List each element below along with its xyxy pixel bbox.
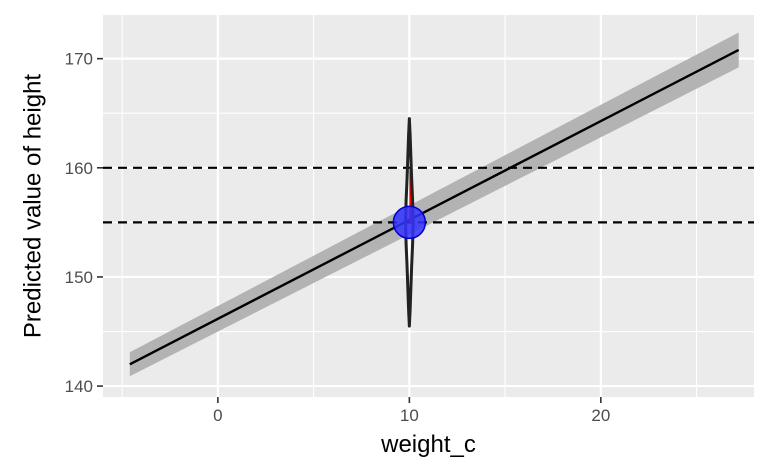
prediction-point: [392, 205, 427, 240]
y-tick-label: 140: [65, 377, 93, 396]
reference-lines: [103, 166, 754, 224]
x-tick-label: 0: [213, 406, 222, 425]
confidence-band: [129, 32, 739, 377]
x-axis-title: weight_c: [380, 431, 476, 458]
y-tick-label: 170: [65, 50, 93, 69]
x-tick-label: 10: [400, 406, 419, 425]
x-tick-label: 20: [591, 406, 610, 425]
y-tick-label: 150: [65, 268, 93, 287]
fit-line: [129, 48, 740, 366]
y-axis-title: Predicted value of height: [19, 74, 46, 339]
x-axis: 0 10 20: [213, 397, 610, 425]
y-axis: 140 150 160 170: [65, 50, 103, 396]
y-tick-label: 160: [65, 159, 93, 178]
major-gridlines: [103, 15, 754, 397]
posterior-outline: [404, 117, 415, 328]
